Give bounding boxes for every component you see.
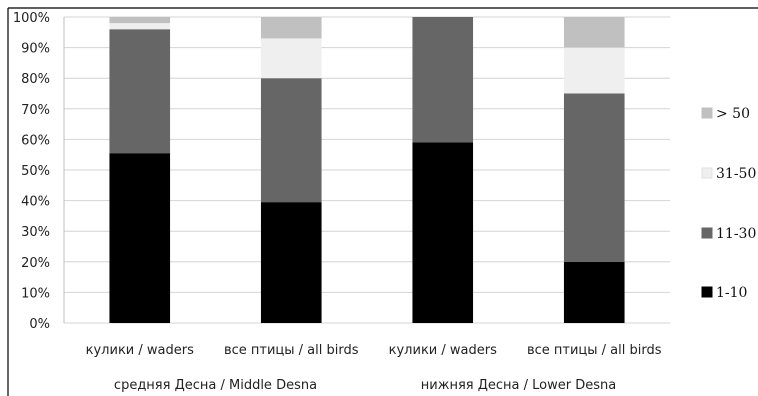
legend-swatch xyxy=(701,227,713,239)
group-labels: средняя Десна / Middle Desna нижняя Десна… xyxy=(114,378,616,393)
y-tick-label: 20% xyxy=(21,256,50,271)
x-axis: кулики / waders все птицы / all birds кули… xyxy=(86,343,662,358)
bar-segment-11-30 xyxy=(109,29,171,154)
y-tick-label: 100% xyxy=(13,11,50,26)
y-tick-label: 10% xyxy=(21,286,50,301)
y-tick-label: 70% xyxy=(21,103,50,118)
legend-label: 11-30 xyxy=(716,226,756,242)
x-tick-label: кулики / waders xyxy=(86,343,194,358)
bar-segment-31-50 xyxy=(109,23,171,30)
bar-segment-50 xyxy=(260,17,322,39)
group-label: нижняя Десна / Lower Desna xyxy=(421,378,616,393)
y-tick-label: 80% xyxy=(21,72,50,87)
bar-segment-1-10 xyxy=(109,153,171,323)
legend-swatch xyxy=(701,107,713,119)
x-tick-label: все птицы / all birds xyxy=(527,343,662,358)
y-tick-label: 50% xyxy=(21,164,50,179)
bar-segment-31-50 xyxy=(260,38,322,79)
bars xyxy=(109,17,625,323)
bar-segment-11-30 xyxy=(260,78,322,203)
y-axis: 0% 10% 20% 30% 40% 50% 60% 70% 80% 90% 100% xyxy=(13,11,65,332)
legend-label: > 50 xyxy=(716,106,750,122)
y-tick-label: 0% xyxy=(29,317,50,332)
legend-swatch xyxy=(701,286,713,298)
bar-segment-1-10 xyxy=(412,142,474,323)
y-tick-label: 40% xyxy=(21,195,50,210)
bar-segment-11-30 xyxy=(563,93,625,262)
y-tick-label: 90% xyxy=(21,42,50,57)
bar-segment-1-10 xyxy=(260,202,322,323)
y-tick-label: 60% xyxy=(21,133,50,148)
x-tick-label: все птицы / all birds xyxy=(224,343,359,358)
group-label: средняя Десна / Middle Desna xyxy=(114,378,317,393)
x-tick-label: кулики / waders xyxy=(389,343,497,358)
bar-segment-1-10 xyxy=(563,261,625,323)
legend-label: 1-10 xyxy=(716,285,747,301)
legend-label: 31-50 xyxy=(716,166,756,182)
legend: > 50 31-50 11-30 1-10 xyxy=(701,106,756,301)
bar-segment-31-50 xyxy=(563,47,625,94)
bar-segment-50 xyxy=(109,17,171,24)
bar-segment-50 xyxy=(563,17,625,48)
y-tick-label: 30% xyxy=(21,225,50,240)
legend-swatch xyxy=(701,167,713,179)
bar-segment-11-30 xyxy=(412,17,474,143)
